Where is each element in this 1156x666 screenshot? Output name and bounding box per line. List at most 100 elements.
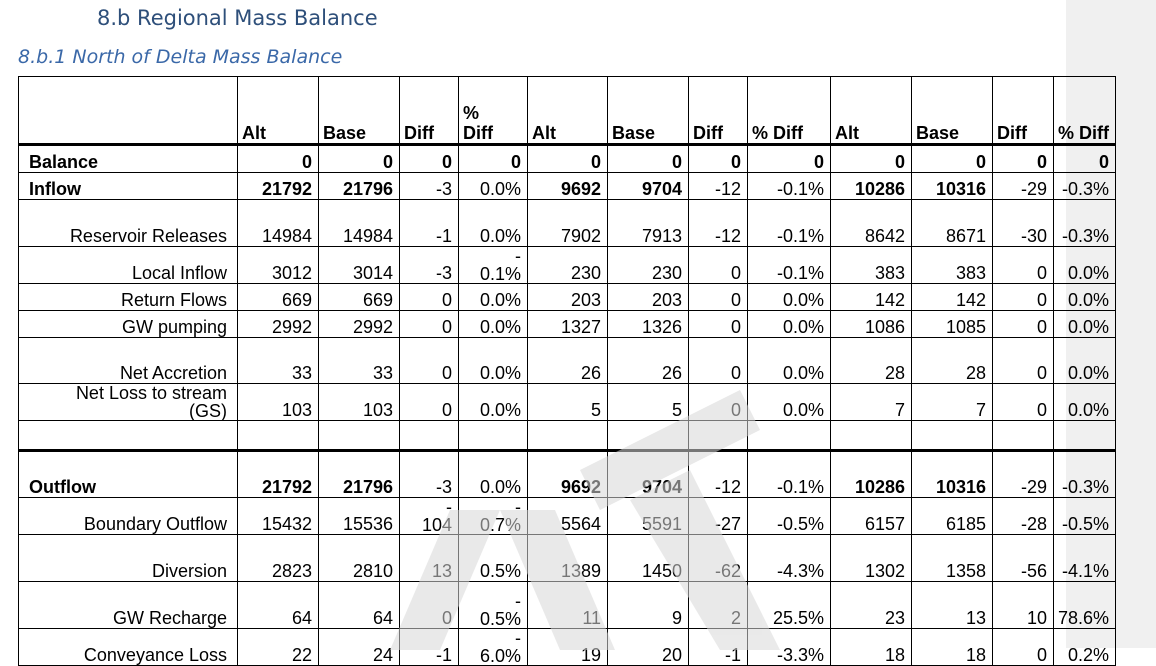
column-header: Base	[318, 76, 400, 145]
table-cell	[318, 420, 400, 451]
table-cell: -12	[688, 172, 748, 200]
table-cell: -0.1%	[747, 246, 831, 284]
row-label: Conveyance Loss	[18, 628, 238, 666]
table-cell: 383	[830, 246, 912, 284]
table-cell: 1327	[527, 310, 608, 338]
table-cell: 64	[237, 581, 319, 629]
table-cell: 11	[527, 581, 608, 629]
table-row: Net Accretion 33 33 0 0.0% 26 26 0 0.0% 28 28 0 0.0%	[18, 337, 1117, 384]
table-row: Boundary Outflow 15432 15536-104-0.7% 5564 5…	[18, 497, 1117, 535]
table-cell: 230	[607, 246, 689, 284]
column-header: Alt	[237, 76, 319, 145]
table-cell: -3	[399, 449, 459, 498]
subsection-heading: 8.b.1 North of Delta Mass Balance	[18, 46, 343, 68]
column-header: Base	[911, 76, 993, 145]
row-label: Reservoir Releases	[18, 199, 238, 247]
table-cell	[747, 420, 831, 451]
table-cell: -6.0%	[458, 628, 528, 666]
table-cell: 64	[318, 581, 400, 629]
row-label: Diversion	[18, 534, 238, 582]
table-cell: 0	[399, 581, 459, 629]
table-cell: 9704	[607, 449, 689, 498]
table-cell: 0	[688, 283, 748, 311]
table-cell: 0	[527, 143, 608, 173]
table-cell: 5591	[607, 497, 689, 535]
table-cell: 0	[607, 143, 689, 173]
table-cell: -27	[688, 497, 748, 535]
table-cell: 21796	[318, 449, 400, 498]
table-cell: -12	[688, 449, 748, 498]
table-cell	[688, 420, 748, 451]
table-cell: 14984	[237, 199, 319, 247]
mass-balance-table: Alt Base Diff% Diff Alt Base Diff% Diff Alt Base…	[18, 76, 1117, 666]
table-cell: -0.3%	[1052, 449, 1117, 498]
table-cell: 0	[688, 246, 748, 284]
table-cell: 21792	[237, 449, 319, 498]
table-cell: 23	[830, 581, 912, 629]
table-cell: 33	[237, 337, 319, 384]
table-cell: 7	[911, 383, 993, 421]
table-cell: 3012	[237, 246, 319, 284]
table-cell: 10	[992, 581, 1054, 629]
table-cell: 0	[992, 283, 1054, 311]
table-row	[18, 420, 1117, 451]
table-cell: 9692	[527, 449, 608, 498]
table-cell: 1450	[607, 534, 689, 582]
section-heading: 8.b Regional Mass Balance	[97, 6, 378, 30]
table-cell: 28	[830, 337, 912, 384]
table-cell: 0	[399, 337, 459, 384]
table-cell: 3014	[318, 246, 400, 284]
table-cell: 33	[318, 337, 400, 384]
table-cell: 2992	[318, 310, 400, 338]
column-header: % Diff	[1052, 76, 1117, 145]
table-row: Reservoir Releases 14984 14984 -1 0.0% 7902 79…	[18, 199, 1117, 247]
table-row: Return Flows 669 669 0 0.0% 203 203 0 0.0% 142 142…	[18, 283, 1117, 311]
table-cell: 7	[830, 383, 912, 421]
table-cell: -0.5%	[458, 581, 528, 629]
table-cell: -0.1%	[747, 449, 831, 498]
table-row: Diversion 2823 2810 13 0.5% 1389 1450 -62 -4.3% 1…	[18, 534, 1117, 582]
table-cell: 0	[1052, 143, 1117, 173]
table-cell: 2	[688, 581, 748, 629]
table-row: Inflow 21792 21796 -3 0.0% 9692 9704 -12 -0.1% 10…	[18, 172, 1117, 200]
table-cell: 26	[607, 337, 689, 384]
table-cell: 0.0%	[747, 283, 831, 311]
table-cell	[607, 420, 689, 451]
table-cell: -28	[992, 497, 1054, 535]
table-cell: 669	[318, 283, 400, 311]
table-cell: 0	[458, 143, 528, 173]
table-cell: -0.3%	[1052, 172, 1117, 200]
table-cell: -3	[399, 246, 459, 284]
table-cell: 0	[688, 337, 748, 384]
table-cell: 0.0%	[1052, 283, 1117, 311]
table-row: Local Inflow 3012 3014 -3-0.1% 230 230 0 -0.1% 3…	[18, 246, 1117, 284]
table-cell: 142	[911, 283, 993, 311]
table-row: Balance 0 0 0 0 0 0 0 0 0 0 0 0	[18, 143, 1117, 173]
table-cell: 5	[527, 383, 608, 421]
table-cell: 8671	[911, 199, 993, 247]
table-cell: 28	[911, 337, 993, 384]
table-row: Conveyance Loss 22 24 -1-6.0% 19 20 -1 -3.3% 18 1…	[18, 628, 1117, 666]
table-cell: 0.0%	[458, 283, 528, 311]
column-header: Diff	[399, 76, 459, 145]
table-cell: 13	[399, 534, 459, 582]
table-cell: 10286	[830, 449, 912, 498]
table-cell: -29	[992, 172, 1054, 200]
table-cell: 10316	[911, 172, 993, 200]
table-cell	[527, 420, 608, 451]
table-cell: 0	[992, 628, 1054, 666]
table-cell: 0	[688, 310, 748, 338]
table-cell: 0.0%	[1052, 383, 1117, 421]
table-cell: 1085	[911, 310, 993, 338]
table-cell: 19	[527, 628, 608, 666]
row-label: GW pumping	[18, 310, 238, 338]
table-cell: 20	[607, 628, 689, 666]
table-cell: 0.0%	[458, 310, 528, 338]
table-cell: 0.0%	[458, 199, 528, 247]
row-label: Net Loss to stream (GS)	[18, 383, 238, 421]
table-cell: 0	[688, 143, 748, 173]
table-cell	[399, 420, 459, 451]
table-cell: 0	[992, 246, 1054, 284]
row-label: Net Accretion	[18, 337, 238, 384]
table-cell: -0.5%	[1052, 497, 1117, 535]
